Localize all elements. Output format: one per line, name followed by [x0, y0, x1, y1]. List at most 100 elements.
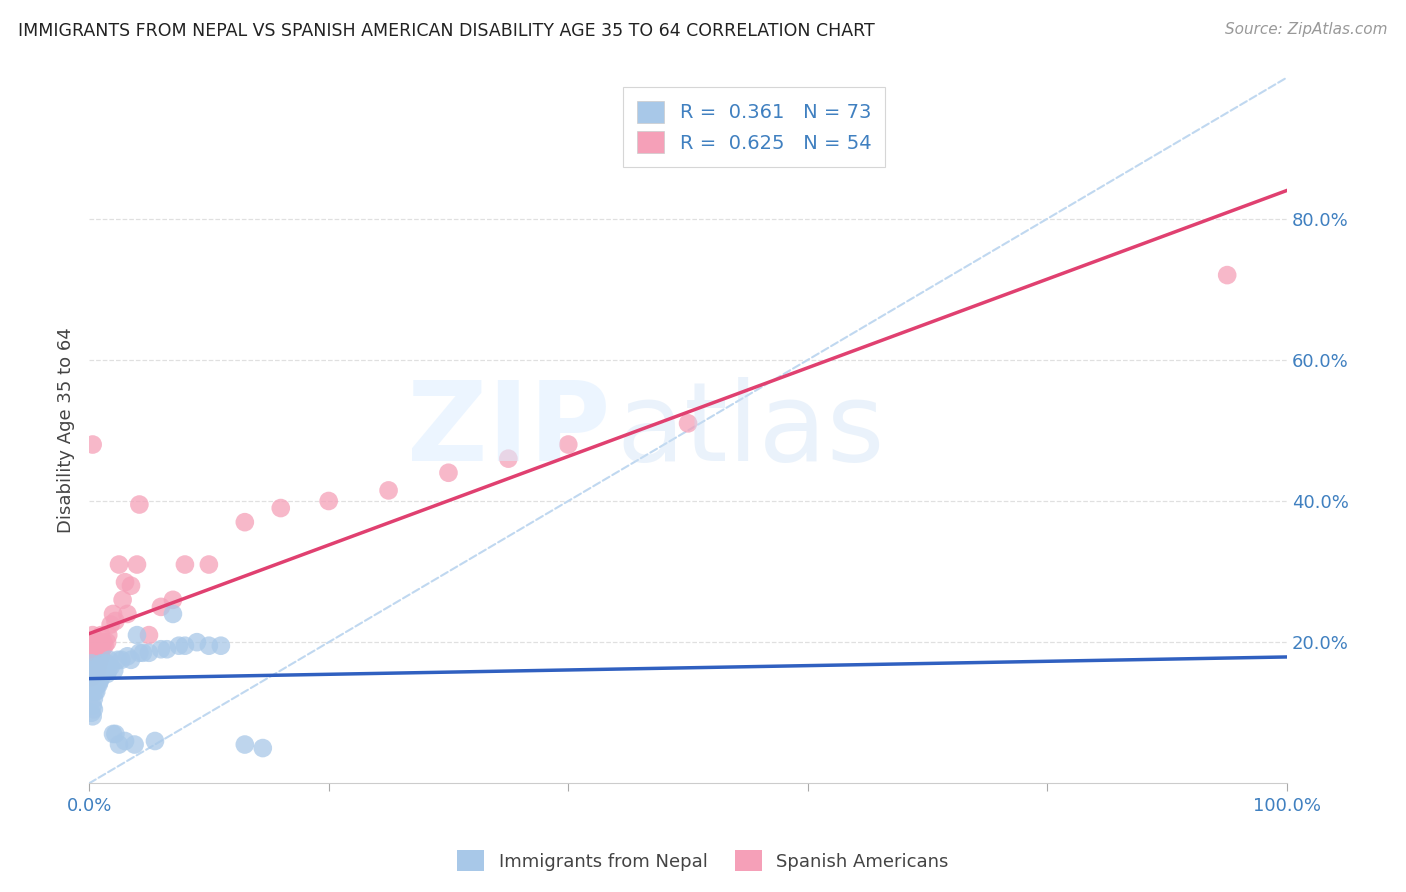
Point [98, 653, 121, 667]
Point [84, 664, 107, 678]
Point [1216, 268, 1239, 282]
Point [79, 664, 101, 678]
Point [84, 635, 107, 649]
Point [80, 684, 103, 698]
Point [80, 635, 103, 649]
Y-axis label: Disability Age 35 to 64: Disability Age 35 to 64 [58, 327, 75, 533]
Point [107, 653, 129, 667]
Point [97, 664, 120, 678]
Point [100, 660, 122, 674]
Point [156, 642, 179, 657]
Point [82, 628, 104, 642]
Point [80, 706, 103, 720]
Point [93, 639, 115, 653]
Point [91, 667, 114, 681]
Legend: R =  0.361   N = 73, R =  0.625   N = 54: R = 0.361 N = 73, R = 0.625 N = 54 [623, 87, 884, 167]
Point [125, 558, 148, 572]
Point [90, 657, 112, 671]
Point [83, 691, 105, 706]
Point [96, 667, 118, 681]
Point [162, 607, 184, 621]
Point [82, 667, 104, 681]
Point [437, 466, 460, 480]
Point [83, 660, 105, 674]
Point [125, 628, 148, 642]
Point [198, 558, 221, 572]
Point [108, 558, 131, 572]
Point [174, 639, 197, 653]
Point [93, 635, 115, 649]
Point [90, 628, 112, 642]
Point [86, 664, 108, 678]
Point [84, 671, 107, 685]
Point [91, 642, 114, 657]
Point [84, 667, 107, 681]
Point [233, 515, 256, 529]
Point [90, 671, 112, 685]
Point [84, 671, 107, 685]
Point [120, 579, 142, 593]
Point [96, 657, 118, 671]
Point [83, 702, 105, 716]
Point [117, 607, 139, 621]
Point [83, 660, 105, 674]
Point [149, 599, 172, 614]
Point [167, 639, 190, 653]
Point [162, 592, 184, 607]
Point [557, 437, 579, 451]
Point [128, 646, 150, 660]
Point [174, 558, 197, 572]
Point [84, 667, 107, 681]
Text: Source: ZipAtlas.com: Source: ZipAtlas.com [1225, 22, 1388, 37]
Point [86, 671, 108, 685]
Point [233, 738, 256, 752]
Point [209, 639, 232, 653]
Text: ZIP: ZIP [406, 377, 610, 483]
Point [82, 664, 104, 678]
Point [86, 677, 108, 691]
Point [86, 664, 108, 678]
Point [83, 667, 105, 681]
Point [93, 664, 115, 678]
Point [87, 667, 110, 681]
Point [79, 653, 101, 667]
Point [82, 709, 104, 723]
Point [90, 664, 112, 678]
Point [132, 646, 155, 660]
Point [80, 667, 103, 681]
Point [82, 671, 104, 685]
Point [114, 734, 136, 748]
Point [498, 451, 520, 466]
Point [143, 734, 166, 748]
Point [93, 657, 115, 671]
Point [676, 417, 699, 431]
Point [83, 671, 105, 685]
Point [82, 657, 104, 671]
Point [82, 667, 104, 681]
Point [79, 667, 101, 681]
Point [87, 677, 110, 691]
Point [100, 617, 122, 632]
Text: atlas: atlas [616, 377, 884, 483]
Point [138, 646, 160, 660]
Point [89, 673, 111, 688]
Point [84, 684, 107, 698]
Point [86, 642, 108, 657]
Point [87, 657, 110, 671]
Point [120, 653, 142, 667]
Point [89, 667, 111, 681]
Point [104, 614, 127, 628]
Point [91, 660, 114, 674]
Legend: Immigrants from Nepal, Spanish Americans: Immigrants from Nepal, Spanish Americans [450, 843, 956, 879]
Point [94, 660, 117, 674]
Point [79, 673, 101, 688]
Point [84, 673, 107, 688]
Point [111, 592, 134, 607]
Point [82, 437, 104, 451]
Point [83, 667, 105, 681]
Point [101, 607, 124, 621]
Point [108, 738, 131, 752]
Point [318, 494, 340, 508]
Point [104, 727, 127, 741]
Point [101, 727, 124, 741]
